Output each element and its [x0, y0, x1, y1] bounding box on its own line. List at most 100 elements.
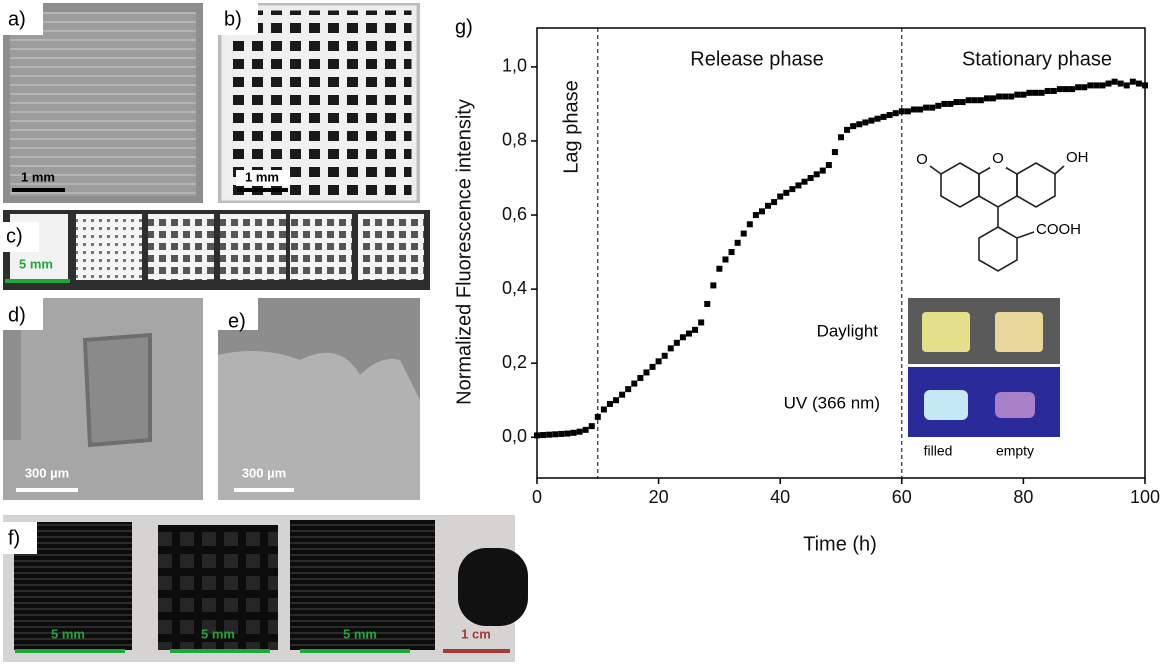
data-point: [1081, 84, 1088, 91]
panel-label: g): [455, 16, 473, 38]
data-point: [1032, 89, 1039, 96]
y-tick-label: 0,2: [502, 352, 527, 372]
scale-label: 5 mm: [51, 626, 85, 641]
data-point: [1135, 80, 1142, 87]
pore: [3, 330, 21, 440]
panel-label: a): [8, 8, 26, 30]
data-point: [898, 108, 905, 115]
data-point: [813, 171, 820, 178]
ring: [940, 162, 980, 208]
sample: [158, 525, 278, 650]
ring: [978, 226, 1018, 272]
data-point: [1038, 89, 1045, 96]
data-point: [819, 167, 826, 174]
data-point: [1056, 86, 1063, 93]
data-point: [904, 108, 911, 115]
inset-sample-label: filled: [924, 443, 953, 459]
annotation: Release phase: [690, 48, 823, 70]
data-point: [752, 212, 759, 219]
data-point: [777, 193, 784, 200]
data-point: [874, 115, 881, 122]
ring: [1016, 162, 1056, 208]
bond: [1016, 231, 1035, 239]
data-point: [789, 186, 796, 193]
scale-label: 300 µm: [25, 465, 69, 480]
y-axis-title: Normalized Fluorescence intensity: [453, 99, 475, 405]
ring: [978, 162, 1018, 208]
data-point: [825, 162, 832, 169]
data-point: [1020, 91, 1027, 98]
data-point: [996, 93, 1003, 100]
data-point: [977, 97, 984, 104]
data-point: [588, 423, 595, 430]
data-point: [686, 330, 692, 337]
data-point: [807, 175, 814, 181]
scale-label: 1 mm: [21, 169, 55, 184]
sample: [290, 520, 435, 650]
label-box: [3, 222, 39, 252]
data-point: [929, 104, 936, 111]
sample: [358, 214, 424, 280]
data-point: [783, 189, 790, 196]
sample: [290, 214, 352, 280]
bond: [1054, 165, 1065, 175]
data-point: [1026, 89, 1033, 96]
data-point: [698, 319, 705, 326]
data-point: [1093, 82, 1100, 89]
data-point: [1044, 87, 1051, 94]
atom-bg: [990, 152, 1006, 168]
data-point: [771, 199, 778, 206]
sample: [220, 214, 286, 280]
data-point: [758, 208, 765, 215]
data-point: [546, 431, 553, 438]
data-point: [667, 345, 674, 352]
data-point: [886, 112, 893, 119]
strands: [218, 351, 420, 500]
data-point: [1123, 82, 1130, 89]
x-tick-label: 40: [770, 487, 790, 507]
data-point: [540, 432, 547, 439]
data-point: [844, 126, 851, 133]
chemical-structure: [929, 162, 1065, 272]
inset-row-label: UV (366 nm): [784, 393, 880, 412]
atom-label: COOH: [1036, 221, 1081, 238]
data-point: [552, 431, 559, 438]
annotation: Lag phase: [560, 80, 582, 173]
label-box: [3, 522, 37, 554]
data-point: [734, 239, 741, 246]
y-tick-label: 0,8: [502, 130, 527, 150]
photo-sample: [10, 12, 196, 196]
data-point: [935, 102, 942, 109]
data-point: [1129, 78, 1136, 85]
atom-label: OH: [1066, 149, 1089, 166]
data-point: [570, 429, 577, 436]
panel-label: c): [6, 225, 23, 247]
data-point: [983, 95, 990, 102]
panel-e: e) 300 µm: [218, 298, 420, 500]
data-point: [534, 432, 540, 439]
scale-label: 1 mm: [245, 169, 279, 184]
photo-sample: [221, 5, 417, 201]
data-point: [1014, 91, 1021, 98]
data-point: [1008, 93, 1015, 100]
data-point: [1111, 78, 1118, 85]
data-point: [1075, 84, 1082, 91]
data-point: [1099, 82, 1106, 89]
scale-label: 300 µm: [242, 465, 286, 480]
data-point: [850, 123, 857, 130]
data-point: [917, 106, 924, 113]
data-point: [838, 134, 844, 141]
label-box: [3, 3, 43, 35]
data-point: [1002, 93, 1009, 100]
scale-bg: [236, 170, 290, 186]
scale-label: 5 mm: [201, 626, 235, 641]
data-point: [704, 300, 711, 307]
data-point: [880, 113, 887, 120]
panel-label: e): [228, 310, 246, 332]
data-point: [722, 256, 729, 263]
data-point: [1117, 80, 1124, 87]
data-point: [959, 99, 966, 106]
panel-f: f) 5 mm 5 mm 5 mm 1 cm: [3, 515, 528, 662]
data-point: [619, 391, 626, 398]
